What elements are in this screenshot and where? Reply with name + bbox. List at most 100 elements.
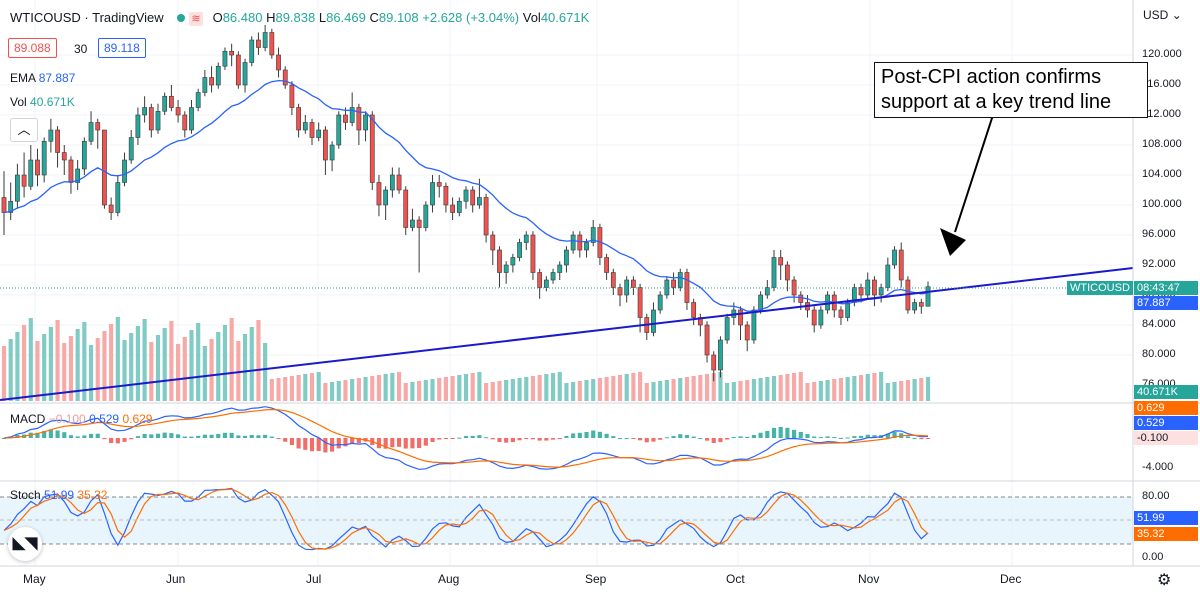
annotation-line-2: support at a key trend line: [881, 91, 1112, 113]
candle-body: [925, 286, 931, 307]
volume-bar: [805, 383, 810, 401]
macd-hist-bar: [176, 434, 181, 438]
countdown-text: 08:43:47: [1137, 282, 1180, 294]
macd-hist-bar: [149, 434, 154, 438]
legend-row: WTICOUSD · TradingView ≋ O86.480 H89.838…: [10, 10, 589, 26]
macd-hist-bar: [396, 438, 402, 447]
currency-selector[interactable]: USD ⌄: [1143, 8, 1182, 22]
tradingview-logo[interactable]: ◣◥: [8, 527, 42, 561]
macd-hist-bar: [892, 431, 897, 438]
macd-hist-bar: [792, 429, 797, 438]
platform-name: TradingView: [92, 10, 164, 25]
volume-bar: [242, 334, 248, 401]
macd-hist-tag: -0.100: [1134, 431, 1198, 445]
macd-hist-bar: [222, 432, 228, 438]
volume-bar: [162, 328, 167, 401]
sell-button[interactable]: 89.088: [8, 38, 57, 58]
candle-body: [450, 204, 455, 213]
ema-legend[interactable]: EMA 87.887: [10, 71, 75, 85]
candle-body: [81, 140, 87, 170]
candle-body: [631, 279, 636, 288]
volume-bar: [738, 381, 743, 401]
candle-body: [537, 272, 543, 288]
candle-body: [115, 182, 121, 213]
candle-body: [102, 129, 107, 206]
candle-body: [323, 129, 328, 161]
volume-bar: [504, 380, 509, 401]
stoch-legend[interactable]: Stoch 51.99 35.32: [10, 488, 107, 502]
volume-bar: [283, 377, 288, 401]
macd-hist-bar: [557, 438, 562, 439]
volume-bar: [55, 320, 60, 401]
volume-bar: [296, 375, 301, 401]
stoch-k-value: 51.99: [44, 488, 75, 502]
volume-bar: [403, 383, 408, 401]
volume-bar: [872, 373, 877, 401]
candle-body: [296, 107, 301, 131]
candle-body: [289, 84, 295, 108]
volume-bar: [463, 374, 469, 401]
price-axis-label: 116.000: [1142, 78, 1181, 90]
candle-body: [88, 122, 94, 142]
stoch-axis-label: 80.00: [1142, 490, 1170, 502]
volume-bar: [718, 372, 723, 401]
stoch-k-tag: 51.99: [1134, 511, 1198, 525]
macd-legend[interactable]: MACD −0.100 0.529 0.629: [10, 412, 152, 426]
candle-body: [356, 107, 362, 131]
currency-label: USD: [1143, 8, 1169, 22]
macd-hist-bar: [812, 436, 817, 438]
candle-body: [61, 152, 67, 161]
candle-body: [182, 114, 188, 131]
volume-bar: [604, 377, 609, 401]
volume-bar: [664, 380, 669, 401]
macd-hist-bar: [838, 437, 844, 439]
volume-bar: [885, 383, 890, 401]
candle-body: [389, 174, 395, 191]
volume-bar: [765, 377, 770, 401]
volume-bar: [745, 380, 750, 401]
sell-price: 89.088: [14, 41, 51, 55]
ema-line: [3, 79, 929, 312]
volume-bar: [919, 378, 924, 401]
collapse-legend-button[interactable]: ︿: [10, 118, 38, 142]
volume-legend[interactable]: Vol 40.671K: [10, 95, 75, 109]
volume-bar: [28, 318, 33, 401]
symbol-name[interactable]: WTICOUSD: [10, 10, 81, 25]
candle-body: [477, 197, 482, 206]
macd-hist-bar: [323, 438, 328, 453]
macd-hist-tag-text: -0.100: [1137, 432, 1169, 444]
candle-body: [108, 204, 114, 213]
symbol-price-tag: WTICOUSD: [1067, 281, 1133, 295]
macd-hist-bar: [122, 438, 127, 442]
volume-bar: [155, 335, 161, 401]
macd-hist-bar: [517, 438, 522, 441]
candle-body: [858, 287, 864, 296]
volume-bar: [309, 373, 315, 401]
candle-body: [671, 279, 676, 288]
volume-bar: [356, 378, 361, 401]
candle-body: [483, 197, 489, 236]
chevron-down-icon: ⌄: [1171, 8, 1182, 22]
trend-line[interactable]: [0, 267, 1134, 401]
macd-hist-bar: [718, 438, 723, 443]
stoch-band: [0, 497, 1133, 544]
macd-hist-bar: [410, 438, 415, 449]
candle-body: [624, 279, 630, 296]
annotation-callout[interactable]: Post-CPI action confirms support at a ke…: [874, 62, 1148, 118]
volume-bar: [336, 381, 341, 401]
volume-bar: [176, 344, 181, 401]
settings-button[interactable]: ⚙: [1157, 570, 1171, 590]
time-axis-label: Jun: [166, 572, 186, 586]
volume-bar: [557, 372, 562, 401]
buy-button[interactable]: 89.118: [98, 38, 146, 58]
stoch-d-line: [3, 488, 929, 550]
volume-bar: [524, 377, 529, 401]
volume-bar: [825, 380, 830, 401]
macd-hist-bar: [778, 426, 783, 438]
candle-body: [704, 324, 710, 356]
volume-bar: [858, 375, 864, 401]
macd-hist-bar: [430, 438, 435, 442]
macd-hist-bar: [577, 432, 582, 438]
macd-hist-bar: [597, 431, 602, 438]
